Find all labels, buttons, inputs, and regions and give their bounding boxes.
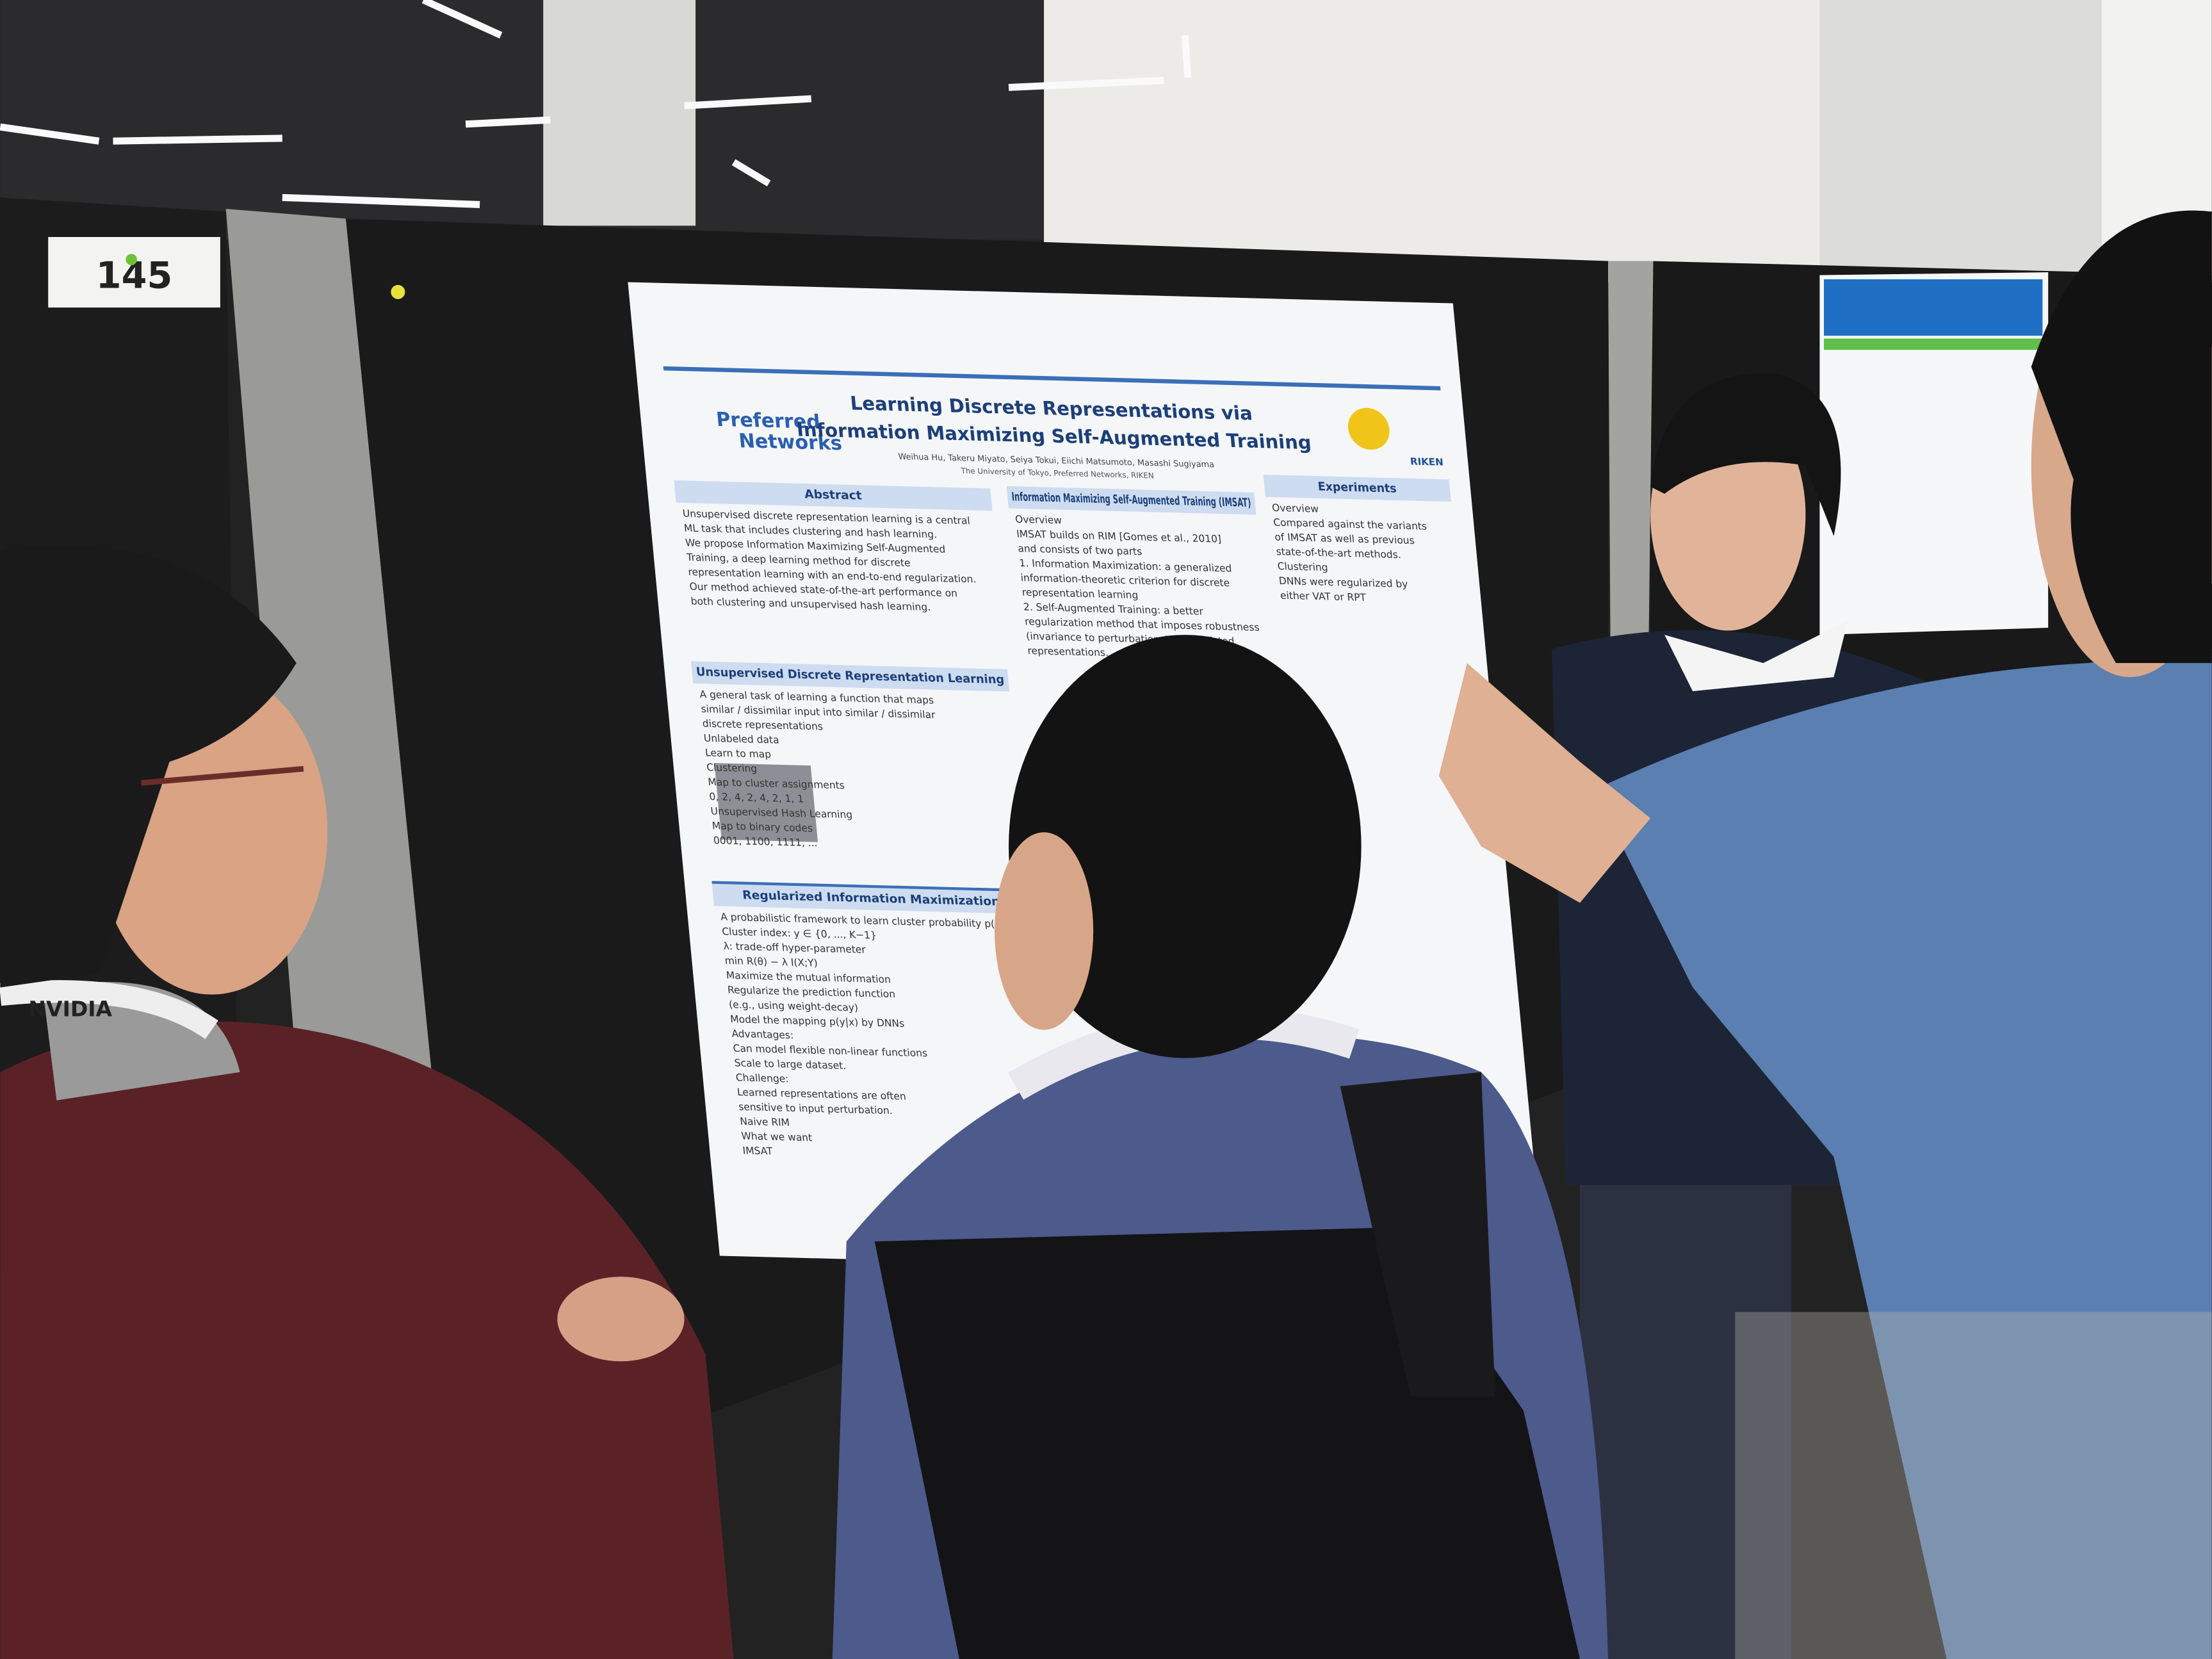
section-text: Unsupervised Hash Learning [710, 805, 853, 821]
section-text: Advantages: [731, 1028, 794, 1042]
logo: Networks [738, 430, 843, 455]
section-text: (e.g., using weight-decay) [728, 999, 858, 1013]
section-text: representation learning [1021, 587, 1139, 601]
neighbour-poster-header [1824, 279, 2043, 336]
pointing-hand [1438, 663, 1651, 903]
section-text: Overview [1271, 502, 1319, 515]
section-text: representations. [1027, 645, 1109, 658]
section-header-bg [674, 480, 993, 511]
ear-cheek [995, 832, 1094, 1030]
hoodie [0, 1021, 734, 1659]
section-text: 0, 2, 4, 2, 4, 2, 1, 1 [709, 791, 804, 805]
poster-rule [663, 366, 1441, 391]
section-heading: Abstract [804, 487, 863, 502]
section-text: Scale to large dataset. [734, 1058, 847, 1072]
section-text: Map to binary codes [712, 820, 813, 834]
section-text: min R(θ) − λ I(X;Y) [724, 955, 818, 969]
riken-logo: RIKEN [1410, 455, 1443, 468]
section-header-bg [691, 661, 1010, 692]
section-text: Challenge: [735, 1072, 789, 1084]
section-text: either VAT or RPT [1280, 590, 1367, 604]
section-text: and consists of two parts [1018, 543, 1143, 557]
section-text: Learn to map [704, 747, 772, 760]
floor [1735, 1312, 2212, 1659]
neighbour-poster [1819, 272, 2049, 635]
jeans [1580, 1185, 1792, 1659]
section-text: Unlabeled data [703, 732, 779, 746]
hand [557, 1277, 685, 1362]
hair [2031, 210, 2212, 664]
board-number-card [48, 237, 220, 308]
section-text: 0001, 1100, 1111, ... [713, 835, 818, 849]
section-header-bg [1263, 475, 1451, 502]
metal-post [1608, 261, 1654, 734]
pin [391, 284, 405, 299]
hair [1650, 373, 1841, 536]
university-logo [1347, 407, 1390, 450]
people: NVIDIA [0, 210, 2212, 1659]
pin [126, 254, 137, 266]
ceiling-lights [0, 0, 1192, 208]
lanyard [0, 980, 218, 1040]
pillar [1819, 0, 2102, 282]
plaid-shirt [1594, 649, 2212, 1659]
section-header-bg [712, 883, 1030, 915]
section-heading: Experiments [1317, 480, 1397, 496]
head [1009, 635, 1362, 1058]
section-text: Naive RIM [740, 1116, 790, 1129]
section-text: What we want [741, 1131, 813, 1144]
section-text: discrete representations [702, 718, 824, 733]
section-header-bg [1006, 486, 1256, 515]
collar [1664, 621, 1848, 692]
strap [1340, 1072, 1495, 1397]
badge-text: NVIDIA [28, 996, 112, 1021]
section-text: of IMSAT as well as previous [1274, 531, 1415, 546]
glasses [141, 765, 304, 786]
data-image [714, 763, 818, 842]
hair [0, 545, 297, 988]
section-text: Clustering [706, 762, 757, 774]
section-text: λ: trade-off hyper-parameter [723, 940, 866, 956]
pillar [543, 0, 696, 226]
section-text: state-of-the-art methods. [1276, 546, 1402, 560]
section-text: Overview [1014, 514, 1062, 527]
section-text: IMSAT [742, 1145, 774, 1157]
logo: Preferred [715, 409, 822, 434]
section-text: DNNs were regularized by [1278, 575, 1408, 590]
section-text: Clustering [1277, 560, 1328, 573]
neighbour-poster-band [1824, 338, 2043, 350]
section-text: Map to cluster assignments [708, 776, 845, 792]
